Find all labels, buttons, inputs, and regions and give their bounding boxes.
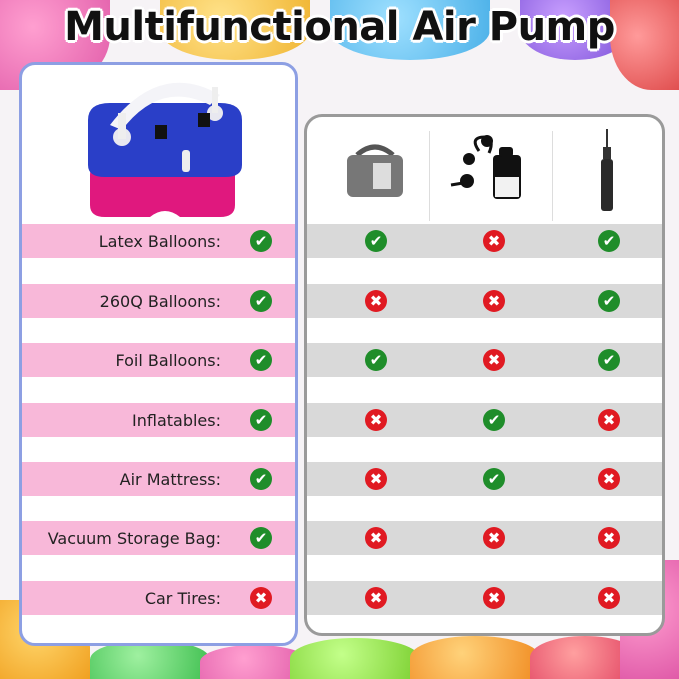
feature-row: 260Q Balloons: ✔ <box>22 284 295 318</box>
featured-pump-image <box>88 82 242 217</box>
page-title: Multifunctional Air Pump <box>64 4 615 50</box>
feature-label: Inflatables: <box>132 410 221 430</box>
comparison-row: ✔ ✖ ✔ <box>307 224 662 258</box>
comparison-row: ✔ ✖ ✔ <box>307 343 662 377</box>
cross-icon: ✖ <box>483 527 505 549</box>
comparison-row: ✖ ✔ ✖ <box>307 462 662 496</box>
cross-icon: ✖ <box>598 409 620 431</box>
feature-row: Air Mattress: ✔ <box>22 462 295 496</box>
feature-label: 260Q Balloons: <box>99 291 221 311</box>
cross-icon: ✖ <box>365 527 387 549</box>
feature-row: Foil Balloons: ✔ <box>22 343 295 377</box>
cross-icon: ✖ <box>483 290 505 312</box>
feature-label: Car Tires: <box>144 588 221 608</box>
electric-air-pump-image <box>450 135 521 199</box>
cross-icon: ✖ <box>483 349 505 371</box>
hand-pump-image <box>601 129 613 211</box>
cross-icon: ✖ <box>365 587 387 609</box>
cross-icon: ✖ <box>483 230 505 252</box>
check-icon: ✔ <box>598 290 620 312</box>
balloon-pump-image <box>347 144 403 197</box>
check-icon: ✔ <box>483 409 505 431</box>
check-icon: ✔ <box>250 527 272 549</box>
feature-row: Inflatables: ✔ <box>22 403 295 437</box>
feature-label: Latex Balloons: <box>98 231 221 251</box>
feature-label: Vacuum Storage Bag: <box>47 528 221 548</box>
column-divider <box>552 131 553 221</box>
feature-row: Car Tires: ✖ <box>22 581 295 615</box>
comparison-row: ✖ ✖ ✔ <box>307 284 662 318</box>
check-icon: ✔ <box>483 468 505 490</box>
cross-icon: ✖ <box>598 587 620 609</box>
column-divider <box>429 131 430 221</box>
check-icon: ✔ <box>250 290 272 312</box>
cross-icon: ✖ <box>365 409 387 431</box>
competitor-card: ✔ ✖ ✔ ✖ ✖ ✔ ✔ ✖ ✔ ✖ ✔ ✖ ✖ ✔ ✖ ✖ ✖ ✖ ✖ ✖ ✖ <box>304 114 665 636</box>
check-icon: ✔ <box>598 349 620 371</box>
feature-row: Latex Balloons: ✔ <box>22 224 295 258</box>
check-icon: ✔ <box>250 409 272 431</box>
cross-icon: ✖ <box>598 468 620 490</box>
cross-icon: ✖ <box>598 527 620 549</box>
check-icon: ✔ <box>365 230 387 252</box>
comparison-row: ✖ ✖ ✖ <box>307 581 662 615</box>
feature-label: Foil Balloons: <box>115 350 221 370</box>
check-icon: ✔ <box>250 230 272 252</box>
comparison-row: ✖ ✖ ✖ <box>307 521 662 555</box>
comparison-row: ✖ ✔ ✖ <box>307 403 662 437</box>
cross-icon: ✖ <box>365 290 387 312</box>
featured-product-card: Latex Balloons: ✔ 260Q Balloons: ✔ Foil Ba… <box>19 62 298 646</box>
cross-icon: ✖ <box>483 587 505 609</box>
check-icon: ✔ <box>250 349 272 371</box>
check-icon: ✔ <box>250 468 272 490</box>
check-icon: ✔ <box>365 349 387 371</box>
cross-icon: ✖ <box>365 468 387 490</box>
cross-icon: ✖ <box>250 587 272 609</box>
feature-row: Vacuum Storage Bag: ✔ <box>22 521 295 555</box>
feature-label: Air Mattress: <box>119 469 221 489</box>
check-icon: ✔ <box>598 230 620 252</box>
